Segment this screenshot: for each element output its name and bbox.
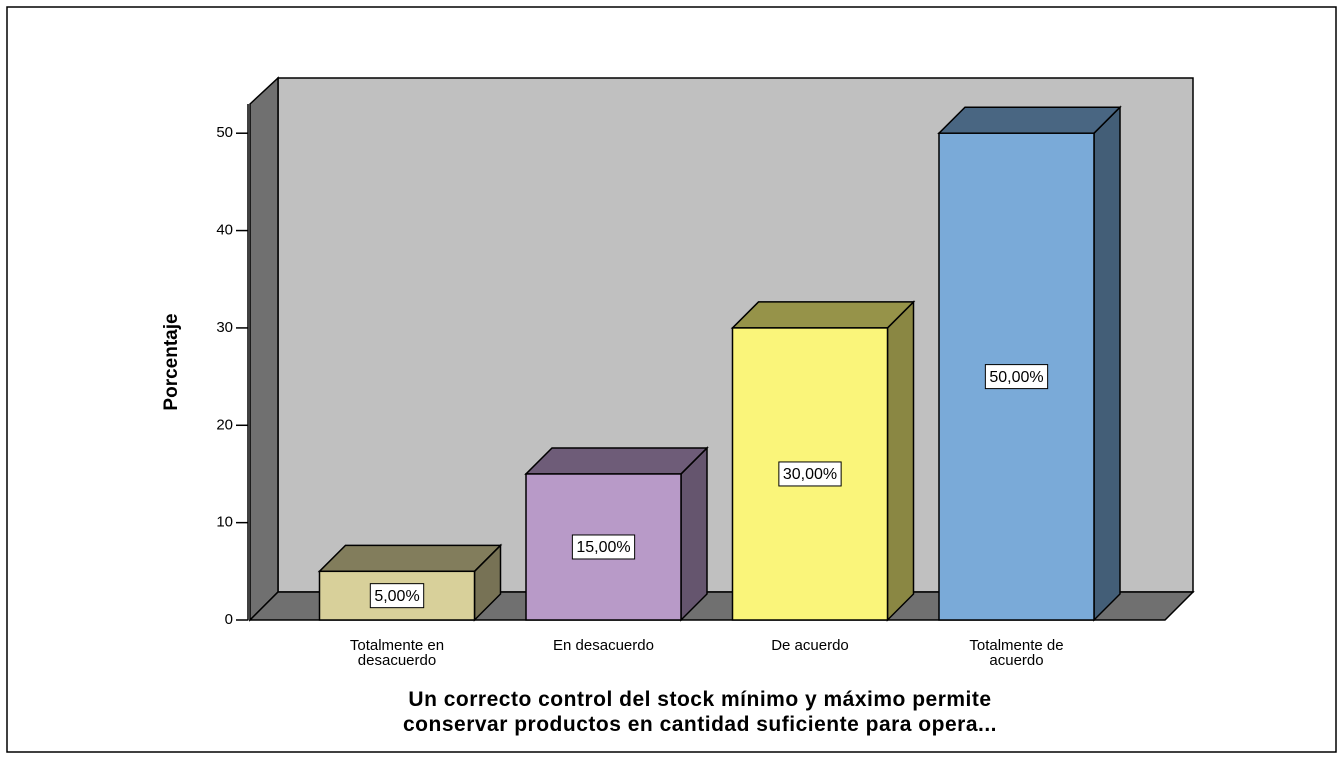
bar-top: [937, 106, 1122, 134]
y-axis-title: Porcentaje: [161, 313, 182, 410]
bar-side: [680, 446, 708, 622]
bar-side: [886, 300, 915, 622]
y-tick-label: 20: [216, 416, 233, 433]
side-wall: [249, 76, 279, 622]
y-tick-label: 30: [216, 319, 233, 336]
value-label-box: [369, 583, 425, 609]
x-tick-label: De acuerdo: [771, 637, 849, 654]
x-axis-title: Un correcto control del stock mínimo y m…: [408, 688, 992, 711]
value-label: 5,00%: [374, 588, 419, 605]
bar-top: [317, 544, 503, 573]
value-label: 50,00%: [989, 369, 1043, 386]
value-label: 15,00%: [576, 539, 630, 556]
bar-top: [730, 301, 916, 329]
y-tick-label: 10: [216, 514, 233, 531]
value-label-box: [778, 461, 842, 487]
bar-side: [1093, 105, 1121, 622]
value-label-box: [571, 534, 636, 560]
x-axis-title: conservar productos en cantidad suficien…: [403, 713, 997, 736]
x-tick-label: En desacuerdo: [553, 637, 654, 654]
value-label-box: [984, 364, 1049, 390]
x-tick-label: Totalmente de acuerdo: [969, 637, 1064, 669]
y-tick-label: 50: [216, 124, 233, 141]
y-tick-label: 40: [216, 222, 233, 239]
value-label: 30,00%: [783, 466, 837, 483]
y-tick-label: 0: [225, 611, 233, 628]
x-tick-label: Totalmente en desacuerdo: [349, 637, 445, 669]
bar-top: [524, 447, 709, 475]
